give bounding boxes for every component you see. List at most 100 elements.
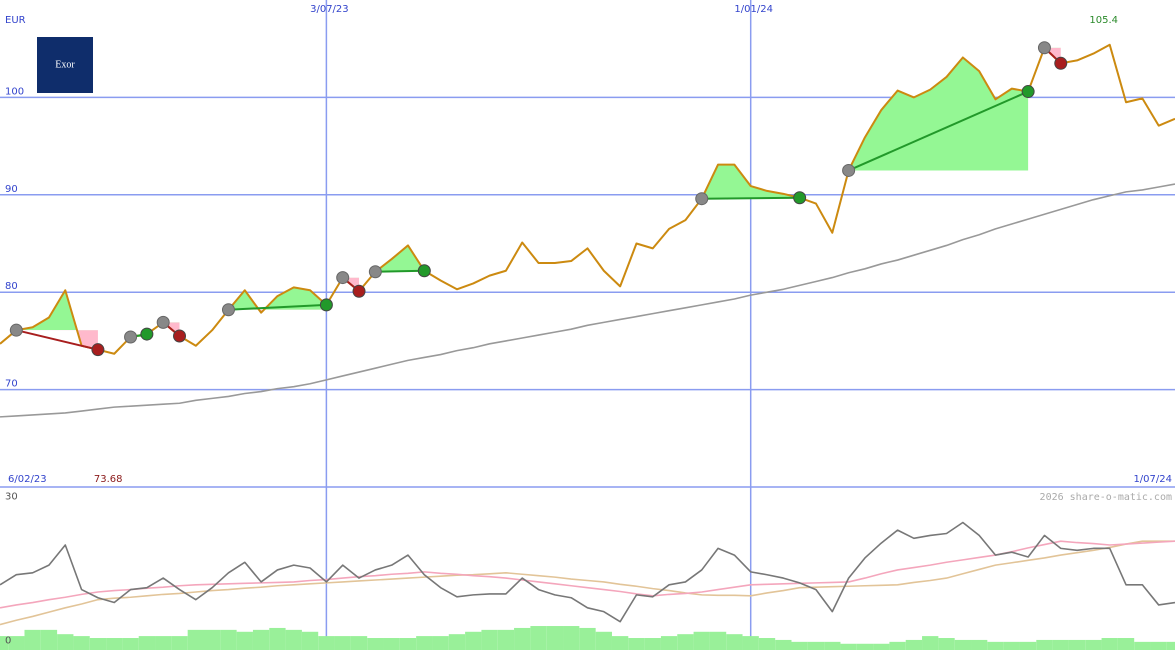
- x-tick-label: 1/01/24: [734, 4, 773, 15]
- volume-bar: [1085, 639, 1102, 650]
- volume-bar: [611, 636, 629, 650]
- volume-bar: [791, 641, 808, 650]
- volume-bar: [24, 629, 41, 650]
- volume-bar: [1036, 639, 1053, 650]
- volume-bar: [236, 631, 253, 650]
- exit-marker: [140, 327, 154, 341]
- volume-bar: [334, 636, 351, 650]
- exit-marker: [173, 329, 187, 343]
- volume-bar: [677, 634, 694, 650]
- volume-bar: [726, 634, 743, 650]
- volume-bar: [220, 629, 237, 650]
- volume-bar: [171, 636, 188, 650]
- volume-bar: [742, 636, 759, 650]
- watermark: 2026 share-o-matic.com: [1040, 492, 1172, 503]
- volume-bar: [660, 636, 678, 650]
- volume-bar: [40, 629, 58, 650]
- x-tick-label: 3/07/23: [310, 4, 349, 15]
- y-tick-label: 70: [5, 379, 18, 390]
- volume-bar: [383, 638, 400, 650]
- volume-bar: [57, 634, 74, 650]
- volume-bar: [1117, 638, 1135, 650]
- volume-bar: [1134, 641, 1151, 650]
- volume-bar: [530, 626, 547, 650]
- volume-bar: [628, 638, 645, 650]
- volume-bar: [269, 627, 286, 650]
- entry-marker: [695, 192, 709, 206]
- logo-box: [37, 37, 93, 93]
- entry-marker: [842, 163, 856, 177]
- trade-line: [848, 90, 1029, 172]
- volume-bar: [122, 638, 139, 650]
- trade-area: [701, 164, 800, 199]
- exit-marker: [417, 264, 431, 278]
- volume-bar: [416, 636, 433, 650]
- entry-marker: [368, 265, 382, 279]
- series-line: [0, 521, 1175, 623]
- volume-bar: [807, 641, 825, 650]
- volume-bar: [203, 629, 221, 650]
- volume-bar: [1166, 641, 1175, 650]
- y-tick-label: 90: [5, 184, 18, 195]
- volume-bar: [367, 638, 384, 650]
- volume-bar: [350, 636, 368, 650]
- logo-text: Exor: [55, 59, 75, 70]
- volume-bar: [73, 636, 90, 650]
- volume-bar: [775, 639, 792, 650]
- entry-marker: [9, 323, 23, 337]
- volume-bar: [546, 626, 564, 650]
- volume-bar: [922, 636, 939, 650]
- volume-bar: [138, 636, 156, 650]
- volume-bar: [448, 634, 466, 650]
- volume-bar: [432, 636, 449, 650]
- exit-marker: [1021, 85, 1035, 99]
- min-label: 73.68: [94, 474, 123, 485]
- x-tick-label: 1/07/24: [1133, 474, 1172, 485]
- trade-line: [16, 329, 99, 351]
- volume-bar: [824, 641, 841, 650]
- volume-bar: [106, 638, 123, 650]
- volume-bar: [481, 629, 498, 650]
- volume-bar: [889, 641, 906, 650]
- volume-bar: [758, 638, 776, 650]
- volume-bar: [644, 638, 661, 650]
- exit-marker: [352, 284, 366, 298]
- volume-bar: [987, 641, 1004, 650]
- volume-bar: [399, 638, 417, 650]
- volume-bar: [1003, 641, 1020, 650]
- volume-bar: [155, 636, 172, 650]
- trade-line: [228, 303, 327, 311]
- max-label: 105.4: [1089, 15, 1118, 26]
- series-line: [0, 183, 1175, 418]
- trade-area: [16, 290, 98, 331]
- exit-marker: [1054, 56, 1068, 70]
- series-line: [0, 540, 1175, 626]
- y-tick-label: 100: [5, 86, 24, 97]
- volume-bar: [465, 631, 482, 650]
- volume-bar: [693, 631, 710, 650]
- y-tick-label: 0: [5, 635, 11, 646]
- exit-marker: [793, 191, 807, 205]
- volume-bar: [709, 631, 727, 650]
- volume-bar: [285, 629, 302, 650]
- volume-bar: [563, 626, 580, 650]
- volume-bar: [1019, 641, 1037, 650]
- volume-bar: [187, 629, 204, 650]
- exit-marker: [91, 343, 105, 357]
- entry-marker: [156, 315, 170, 329]
- volume-bar: [1068, 639, 1086, 650]
- volume-bar: [8, 636, 25, 650]
- series-line: [0, 540, 1175, 609]
- entry-marker: [1037, 41, 1051, 55]
- volume-bar: [971, 639, 988, 650]
- x-tick-label: 6/02/23: [8, 474, 47, 485]
- volume-bar: [954, 639, 972, 650]
- volume-bar: [301, 631, 319, 650]
- volume-bar: [514, 627, 531, 650]
- volume-bar: [840, 643, 857, 650]
- volume-bar: [1052, 639, 1069, 650]
- entry-marker: [336, 271, 350, 285]
- volume-bar: [856, 643, 874, 650]
- y-tick-label: 30: [5, 492, 18, 503]
